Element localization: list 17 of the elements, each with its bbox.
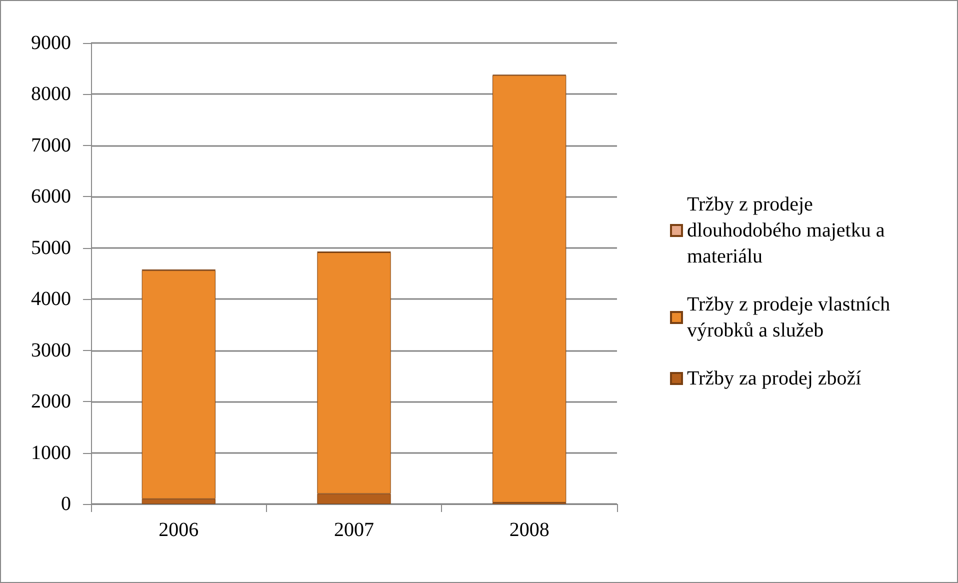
y-tick-label: 7000 [31, 134, 71, 156]
bar [492, 75, 566, 502]
x-tick-label: 2007 [334, 519, 374, 541]
y-tick-label: 5000 [31, 236, 71, 259]
y-tick-label: 9000 [31, 32, 71, 54]
y-tick-label: 2000 [31, 390, 71, 413]
y-tick-label: 1000 [31, 442, 71, 464]
y-tick-label: 3000 [31, 339, 71, 362]
legend-label: Tržby z prodeje vlastních výrobků a služeb [687, 294, 896, 342]
y-tick-label: 6000 [31, 186, 71, 208]
legend-label: Tržby za prodej zboží [687, 368, 862, 390]
legend-label: Tržby z prodeje dlouhodobého majetku a materiálu [687, 194, 890, 268]
x-tick-label: 2008 [509, 519, 550, 541]
y-tick-label: 0 [61, 493, 71, 515]
x-tick-label: 2006 [158, 519, 199, 541]
y-tick-label: 4000 [31, 288, 71, 310]
y-tick-label: 8000 [31, 83, 71, 106]
